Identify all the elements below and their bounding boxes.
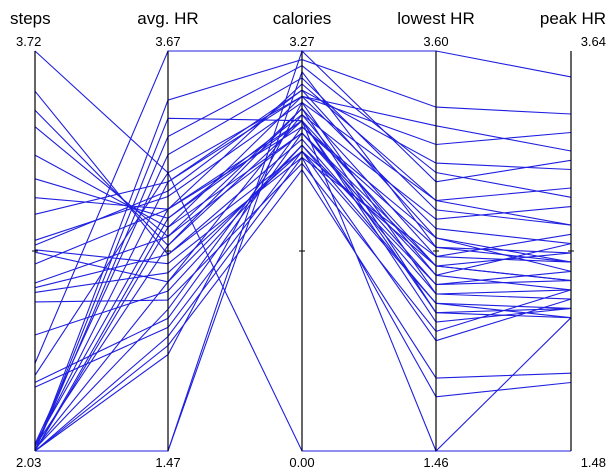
axis-min-label-avg-hr: 1.47	[155, 455, 180, 470]
axis-min-label-peak-hr: 1.48	[581, 455, 606, 470]
axes-layer: steps 3.72 2.03 avg. HR 3.67 1.47 calories 3.27…	[10, 9, 606, 470]
data-line-10	[34, 89, 572, 272]
axis-title-calories: calories	[273, 9, 332, 28]
axis-max-label-calories: 3.27	[289, 34, 314, 49]
axis-max-label-lowest-hr: 3.60	[423, 34, 448, 49]
axis-title-steps: steps	[10, 9, 51, 28]
axis-min-label-calories: 0.00	[289, 455, 314, 470]
axis-min-label-steps: 2.03	[16, 455, 41, 470]
axis-max-label-avg-hr: 3.67	[155, 34, 180, 49]
axis-title-lowest-hr: lowest HR	[397, 9, 474, 28]
axis-max-label-steps: 3.72	[16, 34, 41, 49]
data-line-8	[34, 95, 572, 245]
axis-min-label-lowest-hr: 1.46	[423, 455, 448, 470]
axis-max-label-peak-hr: 3.64	[581, 34, 606, 49]
data-line-15	[34, 138, 572, 300]
data-line-20	[34, 95, 572, 376]
axis-title-avg-hr: avg. HR	[137, 9, 198, 28]
data-line-23	[34, 83, 572, 445]
data-line-35	[34, 156, 572, 452]
data-line-29	[34, 101, 572, 452]
data-line-37	[34, 117, 572, 452]
axis-title-peak-hr: peak HR	[540, 9, 606, 28]
